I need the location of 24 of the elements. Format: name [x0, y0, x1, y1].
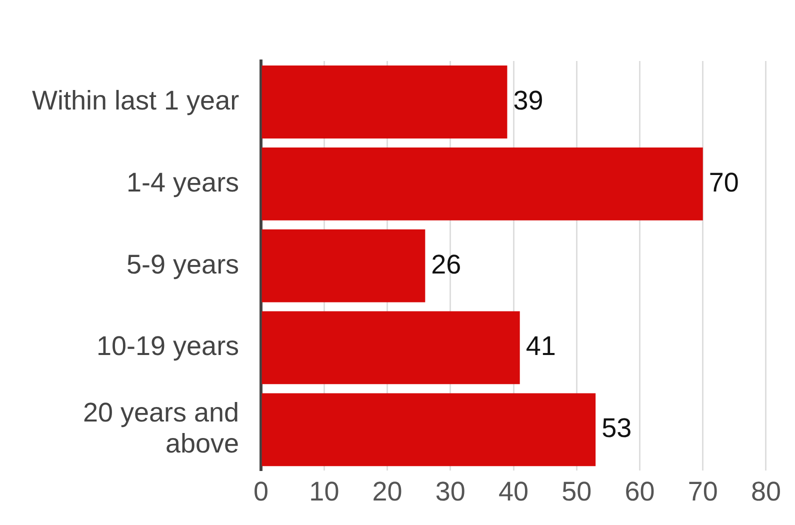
bar	[262, 147, 703, 220]
x-tick-label: 40	[498, 476, 529, 506]
y-tick-label: 10-19 years	[96, 331, 240, 362]
bar	[262, 229, 426, 302]
data-label: 26	[431, 249, 462, 280]
x-tick-label: 80	[750, 476, 782, 506]
x-tick-label: 50	[562, 476, 592, 506]
x-tick-label: 10	[309, 476, 340, 506]
data-label: 53	[602, 413, 632, 444]
data-label: 39	[513, 85, 544, 116]
bar	[262, 311, 520, 384]
x-tick-label: 0	[254, 476, 269, 506]
y-tick-label: 1-4 years	[126, 167, 240, 198]
y-tick-label: 20 years and above	[82, 398, 240, 459]
bar	[262, 66, 508, 138]
y-tick-label: 5-9 years	[126, 249, 240, 280]
y-tick-label: Within last 1 year	[32, 85, 240, 116]
x-tick-label: 30	[435, 476, 466, 506]
x-tick-label: 70	[688, 476, 718, 506]
x-tick-label: 60	[624, 476, 655, 506]
bar	[262, 393, 596, 466]
data-label: 41	[526, 331, 556, 362]
x-tick-label: 20	[372, 476, 402, 506]
data-label: 70	[708, 167, 739, 198]
